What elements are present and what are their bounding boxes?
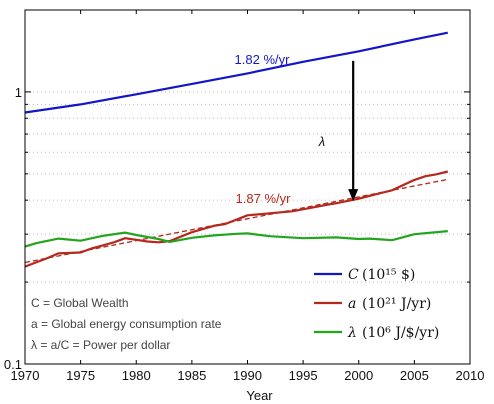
legend-symbol: λ: [347, 325, 357, 341]
x-tick-label: 1990: [233, 368, 262, 383]
y-tick-label: 1: [15, 85, 22, 100]
x-tick-label: 2000: [344, 368, 373, 383]
x-tick-label: 2010: [456, 368, 485, 383]
x-tick-label: 1985: [177, 368, 206, 383]
x-axis-label: Year: [246, 388, 273, 403]
series-line-lambda: [24, 230, 448, 248]
note-line: a = Global energy consumption rate: [31, 317, 222, 331]
x-tick-label: 1980: [122, 368, 151, 383]
note-line: C = Global Wealth: [31, 296, 129, 310]
legend-symbol: C: [348, 267, 359, 283]
y-tick-label: 0.1: [4, 357, 22, 372]
annotation-lambda: λ: [318, 134, 325, 149]
axis-ticks: 1970 1975 1980 1985 1990 1995 2000 2005 2010 0.1 1: [4, 9, 485, 383]
x-tick-label: 2005: [400, 368, 429, 383]
series-line-C: [24, 31, 449, 114]
annotation-a-growth: 1.87 %/yr: [236, 191, 292, 206]
legend-unit: (10²¹ J/yr): [362, 296, 431, 312]
legend-symbol: a: [348, 296, 356, 312]
arrow-head: [348, 189, 359, 202]
annotation-C-growth: 1.82 %/yr: [235, 52, 291, 67]
series-line-a: [24, 170, 449, 268]
legend-unit: (10¹⁵ $): [362, 267, 415, 283]
legend-unit: (10⁶ J/$/yr): [362, 325, 439, 341]
y-gridlines: [25, 9, 470, 283]
x-tick-label: 1970: [11, 368, 40, 383]
lambda-arrow: [348, 60, 359, 202]
x-tick-label: 1975: [66, 368, 95, 383]
series-lines: [24, 31, 449, 268]
annotations: 1.82 %/yr 1.87 %/yr λ: [235, 52, 326, 206]
x-tick-label: 1995: [289, 368, 318, 383]
legend: C (10¹⁵ $) a (10²¹ J/yr) λ (10⁶ J/$/yr): [314, 267, 439, 341]
note-line: λ = a/C = Power per dollar: [31, 338, 170, 352]
definitions-note: C = Global Wealth a = Global energy consu…: [31, 296, 222, 352]
